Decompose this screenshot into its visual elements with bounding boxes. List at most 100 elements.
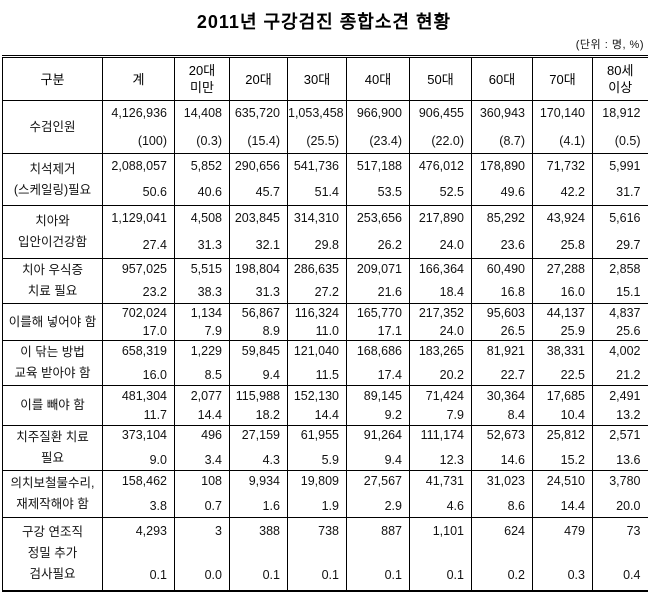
percent-value: 10.4 <box>560 407 585 422</box>
count-value: 966,900 <box>356 105 402 120</box>
data-cell: 71,732 42.2 <box>532 153 593 206</box>
percent-value: 12.3 <box>439 453 464 467</box>
percent-value: (0.5) <box>614 133 641 148</box>
data-cell: 4,126,936 (100) <box>102 100 175 154</box>
count-value: 5,515 <box>190 262 222 276</box>
percent-value: 31.3 <box>255 285 280 299</box>
count-value: 19,809 <box>300 474 339 488</box>
data-cell: 4,837 25.6 <box>592 303 648 341</box>
table-row: 치주질환 치료 필요 373,104 9.0 496 3.4 27,159 4.3 61,95… <box>2 425 648 471</box>
percent-value: 24.0 <box>439 323 464 338</box>
data-cell: 5,515 38.3 <box>174 258 230 304</box>
count-value: 2,088,057 <box>111 159 167 173</box>
percent-value: 0.1 <box>262 568 280 583</box>
data-cell: 85,292 23.6 <box>471 205 533 259</box>
count-value: 95,603 <box>486 305 525 320</box>
percent-value: 29.8 <box>314 238 339 252</box>
percent-value: 7.9 <box>204 323 222 338</box>
count-value: 738 <box>318 524 339 539</box>
count-value: 702,024 <box>121 305 167 320</box>
data-cell: 476,012 52.5 <box>409 153 472 206</box>
data-cell: 209,071 21.6 <box>346 258 410 304</box>
data-cell: 178,890 49.6 <box>471 153 533 206</box>
percent-value: 13.6 <box>616 453 641 467</box>
count-value: 286,635 <box>293 262 339 276</box>
data-cell: 30,364 8.4 <box>471 385 533 426</box>
data-cell: 290,656 45.7 <box>229 153 288 206</box>
count-value: 111,174 <box>420 428 464 442</box>
count-value: 1,053,458 <box>288 105 344 120</box>
count-value: 360,943 <box>479 105 525 120</box>
table-row: 이를 빼야 함 481,304 11.7 2,077 14.4 115,988 18.2 15… <box>2 385 648 426</box>
row-label: 수검인원 <box>2 100 103 154</box>
percent-value: 0.7 <box>204 499 222 513</box>
data-cell: 27,159 4.3 <box>229 425 288 471</box>
table-row: 치석제거 (스케일링)필요 2,088,057 50.6 5,852 40.6 290,6… <box>2 153 648 206</box>
data-cell: 165,770 17.1 <box>346 303 410 341</box>
percent-value: 20.2 <box>439 367 464 382</box>
data-cell: 19,809 1.9 <box>287 470 347 518</box>
count-value: 4,508 <box>190 211 222 225</box>
count-value: 4,126,936 <box>111 105 167 120</box>
data-cell: 2,077 14.4 <box>174 385 230 426</box>
count-value: 89,145 <box>363 388 402 403</box>
col-header-2: 20대 <box>229 56 288 101</box>
data-cell: 314,310 29.8 <box>287 205 347 259</box>
data-cell: 198,804 31.3 <box>229 258 288 304</box>
count-value: 17,685 <box>546 388 585 403</box>
data-cell: 31,023 8.6 <box>471 470 533 518</box>
data-cell: 18,912 (0.5) <box>592 100 648 154</box>
count-value: 91,264 <box>363 428 402 442</box>
data-cell: 887 0.1 <box>346 517 410 591</box>
table-row: 이를해 넣어야 함 702,024 17.0 1,134 7.9 56,867 8.9 116… <box>2 303 648 341</box>
percent-value: (8.7) <box>499 133 525 148</box>
data-cell: 158,462 3.8 <box>102 470 175 518</box>
count-value: 217,890 <box>418 211 464 225</box>
count-value: 314,310 <box>293 211 339 225</box>
count-value: 1,129,041 <box>111 211 167 225</box>
percent-value: 26.5 <box>500 323 525 338</box>
data-cell: 4,508 31.3 <box>174 205 230 259</box>
percent-value: 25.6 <box>616 323 641 338</box>
data-cell: 658,319 16.0 <box>102 340 175 386</box>
percent-value: 23.2 <box>142 285 167 299</box>
percent-value: 8.5 <box>204 367 222 382</box>
count-value: 635,720 <box>234 105 280 120</box>
count-value: 14,408 <box>183 105 222 120</box>
data-cell: 17,685 10.4 <box>532 385 593 426</box>
data-cell: 61,955 5.9 <box>287 425 347 471</box>
count-value: 85,292 <box>486 211 525 225</box>
unit-note: (단위 : 명, %) <box>575 39 644 51</box>
percent-value: (4.1) <box>559 133 585 148</box>
oral-exam-summary-table: 구분 계 20대 미만 20대 30대 40대 50대 60대 70대 80세 이상 수검인원 4,… <box>2 55 648 592</box>
count-value: 81,921 <box>486 343 525 358</box>
count-value: 3,780 <box>609 474 641 488</box>
count-value: 5,616 <box>609 211 641 225</box>
count-value: 1,134 <box>190 305 222 320</box>
col-header-3: 30대 <box>287 56 347 101</box>
data-cell: 217,352 24.0 <box>409 303 472 341</box>
count-value: 658,319 <box>121 343 167 358</box>
table-body: 수검인원 4,126,936 (100) 14,408 (0.3) 635,720 (15.… <box>2 100 648 591</box>
count-value: 71,732 <box>546 159 585 173</box>
percent-value: 25.8 <box>560 238 585 252</box>
count-value: 479 <box>564 524 585 539</box>
count-value: 43,924 <box>546 211 585 225</box>
count-value: 517,188 <box>356 159 402 173</box>
percent-value: 52.5 <box>439 185 464 199</box>
data-cell: 43,924 25.8 <box>532 205 593 259</box>
count-value: 183,265 <box>418 343 464 358</box>
data-cell: 373,104 9.0 <box>102 425 175 471</box>
data-cell: 115,988 18.2 <box>229 385 288 426</box>
data-cell: 111,174 12.3 <box>409 425 472 471</box>
count-value: 388 <box>259 524 280 539</box>
percent-value: 0.1 <box>149 568 167 583</box>
count-value: 38,331 <box>546 343 585 358</box>
table-row: 수검인원 4,126,936 (100) 14,408 (0.3) 635,720 (15.… <box>2 100 648 154</box>
count-value: 2,858 <box>609 262 641 276</box>
col-header-1: 20대 미만 <box>174 56 230 101</box>
percent-value: 16.8 <box>500 285 525 299</box>
data-cell: 170,140 (4.1) <box>532 100 593 154</box>
count-value: 253,656 <box>356 211 402 225</box>
row-label: 의치보철물수리, 재제작해야 함 <box>2 470 103 518</box>
